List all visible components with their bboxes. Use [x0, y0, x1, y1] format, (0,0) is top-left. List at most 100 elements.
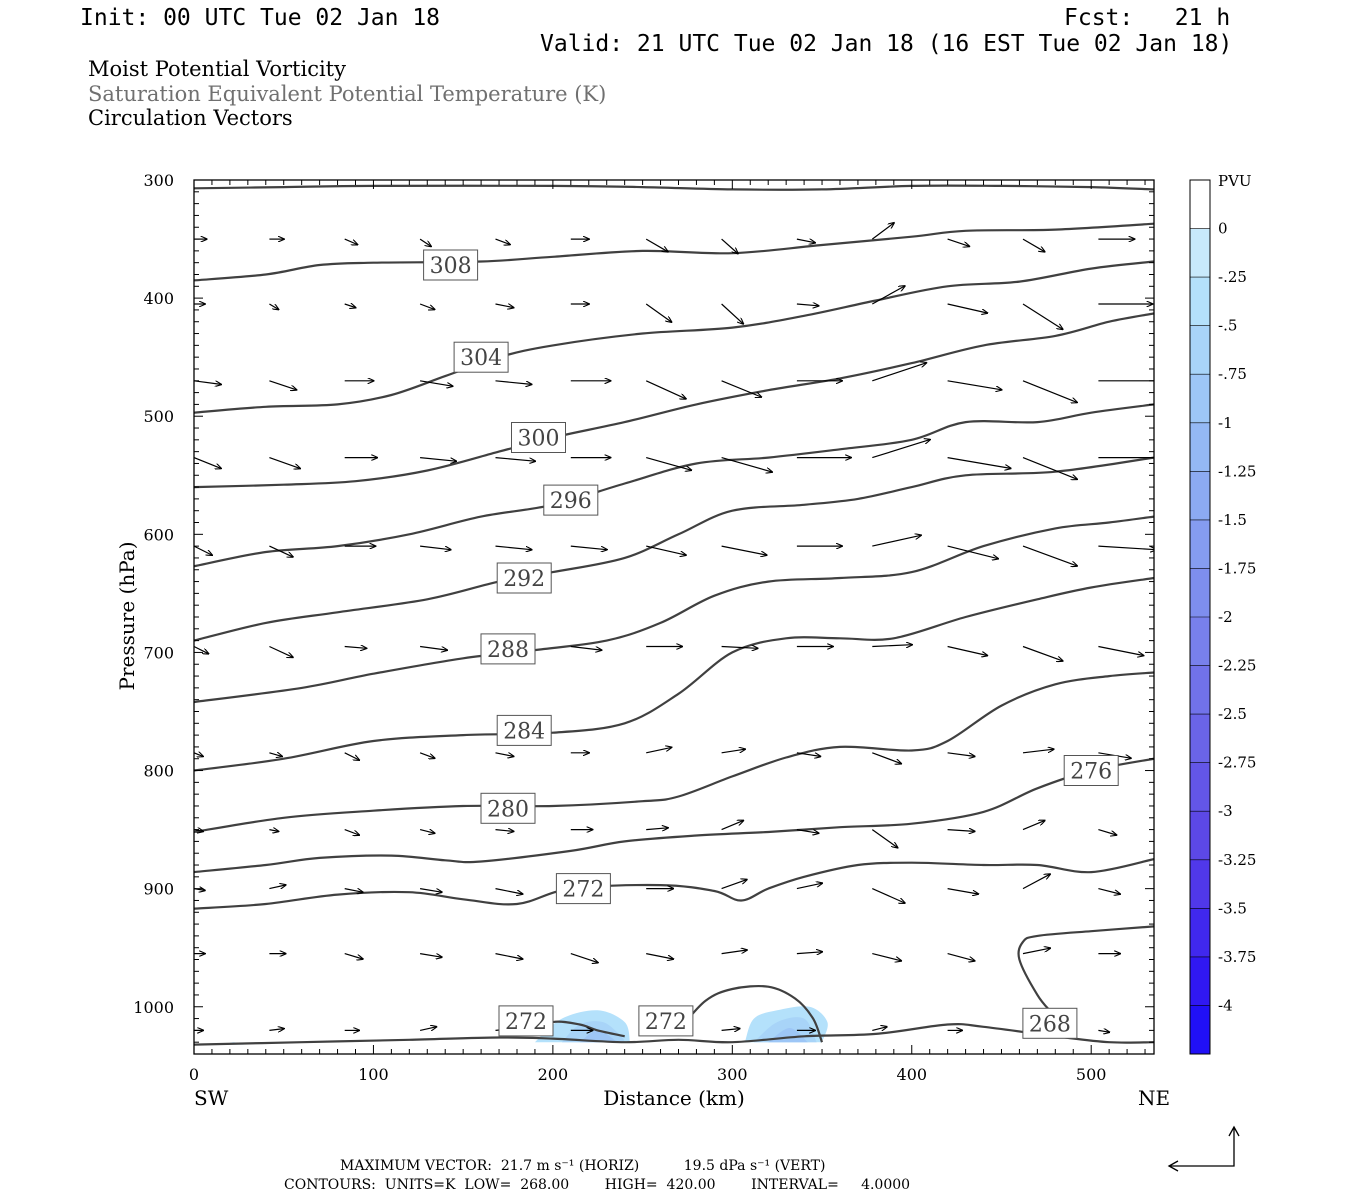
- vector-4-6: [646, 545, 686, 555]
- vector-5-5: [570, 645, 602, 651]
- vector-0-8: [796, 238, 815, 243]
- vector-8-10: [947, 888, 979, 894]
- x-tick-label: 0: [189, 1065, 199, 1084]
- colorbar-label: -3.5: [1218, 899, 1247, 917]
- colorbar: PVU 0 -.25 -.5 -.75 -1 -1.25 -1.5 -1.75 -2 -2.25 -2…: [1189, 172, 1256, 1055]
- vector-1-10: [947, 303, 988, 313]
- title-theta-es: Saturation Equivalent Potential Temperat…: [88, 82, 607, 106]
- contour-label-1: 304: [453, 341, 509, 373]
- vector-10-3: [419, 1027, 436, 1031]
- vector-7-2: [344, 829, 359, 835]
- colorbar-swatch-6: [1190, 471, 1210, 521]
- forecast-hour: Fcst: 21 h: [1064, 5, 1231, 31]
- contour-label-text: 276: [1070, 760, 1112, 785]
- contour-labels: 308 304 300 296 292 288 284 280 276 272 272 272 268: [423, 249, 1119, 1039]
- contour-line-3: [194, 403, 1154, 568]
- vector-3-0: [194, 457, 221, 469]
- vector-4-4: [495, 545, 532, 550]
- axes: 300 400 500 600 700 800 900 1000 0 100 200 300 400 50…: [115, 171, 1170, 1110]
- contour-label-box: [480, 633, 536, 665]
- vector-4-11: [1022, 545, 1077, 566]
- vector-9-3: [420, 953, 442, 958]
- contour-label-text: 280: [487, 797, 529, 822]
- endpoint-right-label: NE: [1138, 1086, 1170, 1110]
- vector-2-3: [420, 380, 452, 386]
- colorbar-label: -1.5: [1218, 511, 1247, 529]
- contour-label-box: [543, 484, 599, 516]
- vector-1-7: [721, 303, 744, 324]
- vector-2-4: [495, 380, 532, 385]
- x-tick-label: 200: [538, 1065, 569, 1084]
- colorbar-swatch-12: [1190, 762, 1210, 812]
- vector-5-1: [269, 645, 292, 658]
- colorbar-swatch-1: [1190, 228, 1210, 278]
- vector-6-1: [269, 753, 282, 757]
- vector-7-9: [871, 829, 897, 848]
- colorbar-swatch-0: [1190, 180, 1210, 229]
- y-tick-label: 300: [143, 171, 174, 190]
- contour-label-box: [638, 1005, 694, 1037]
- contour-label-5: 288: [480, 633, 536, 665]
- vector-1-2: [344, 304, 356, 308]
- valid-time: Valid: 21 UTC Tue 02 Jan 18 (16 EST Tue …: [540, 31, 1233, 57]
- contour-label-text: 268: [1029, 1012, 1071, 1037]
- vector-10-7: [721, 1029, 740, 1031]
- y-tick-label: 900: [143, 880, 174, 899]
- contour-label-text: 308: [430, 254, 472, 279]
- contour-line-11: [677, 984, 824, 1043]
- y-tick-label: 1000: [133, 998, 174, 1017]
- vector-6-7: [721, 749, 745, 754]
- colorbar-label: -1.25: [1218, 462, 1256, 480]
- contour-line-1: [194, 260, 1154, 414]
- contour-label-box: [1022, 1007, 1078, 1039]
- vector-10-9: [872, 1027, 886, 1031]
- vector-3-10: [947, 457, 1011, 469]
- plot-frame: [193, 179, 1155, 1055]
- vector-8-12: [1098, 888, 1120, 894]
- contour-label-text: 292: [503, 567, 545, 592]
- colorbar-swatch-11: [1190, 714, 1210, 764]
- colorbar-label: -1.75: [1218, 559, 1256, 577]
- colorbar-swatch-14: [1190, 859, 1210, 909]
- contour-label-box: [496, 714, 552, 746]
- vector-7-8: [796, 829, 819, 834]
- pv-shade-2: [579, 1030, 618, 1043]
- colorbar-label: -1: [1218, 414, 1233, 432]
- vector-4-1: [269, 545, 292, 557]
- vector-1-11: [1022, 303, 1063, 329]
- y-tick-label: 800: [143, 762, 174, 781]
- vector-10-12: [1098, 1030, 1109, 1032]
- colorbar-unit: PVU: [1218, 172, 1252, 190]
- contour-line-4: [194, 456, 1154, 642]
- contour-label-4: 292: [496, 562, 552, 594]
- contour-label-box: [555, 873, 611, 905]
- vector-3-11: [1022, 457, 1077, 480]
- reference-vector-icon: [1167, 1125, 1240, 1172]
- colorbar-swatch-13: [1190, 811, 1210, 861]
- contour-line-2: [194, 312, 1154, 489]
- vector-7-6: [646, 828, 668, 830]
- vector-9-4: [495, 953, 523, 959]
- contour-line-12: [1017, 925, 1154, 1014]
- colorbar-label: 0: [1218, 220, 1228, 238]
- contour-line-9: [194, 858, 1154, 910]
- vector-6-0: [194, 753, 203, 757]
- vector-3-6: [646, 457, 691, 471]
- y-tick-label: 600: [143, 525, 174, 544]
- vector-5-10: [947, 645, 988, 656]
- vector-2-10: [947, 380, 1002, 390]
- colorbar-swatch-16: [1190, 956, 1210, 1006]
- vector-7-1: [269, 830, 278, 832]
- contour-label-0: 308: [423, 249, 479, 281]
- contour-label-text: 288: [487, 638, 529, 663]
- contour-line-14: [194, 1022, 1154, 1046]
- vector-1-6: [645, 303, 671, 322]
- vector-6-6: [646, 747, 671, 754]
- vector-7-10: [947, 830, 975, 832]
- vector-8-2: [344, 888, 363, 893]
- vector-1-8: [796, 304, 819, 306]
- vector-5-12: [1098, 645, 1143, 656]
- contour-label-box: [423, 249, 479, 281]
- vector-6-10: [947, 752, 975, 757]
